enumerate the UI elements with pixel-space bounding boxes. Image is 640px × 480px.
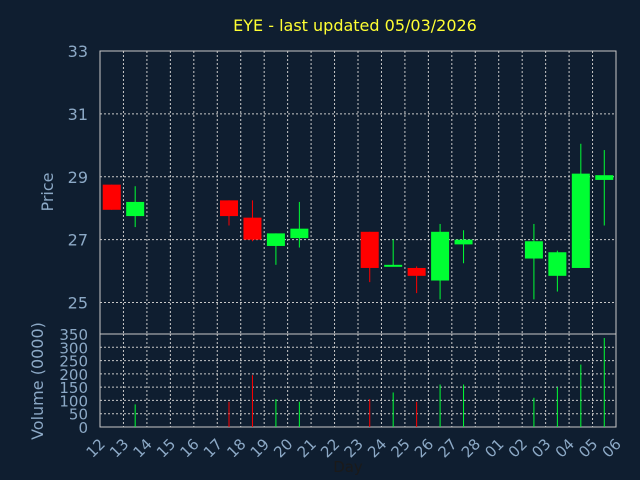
volume-tick-label: 150 [59, 379, 88, 397]
volume-axis-label: Volume (0000) [28, 322, 47, 440]
candle-body [384, 264, 403, 267]
candle-body [595, 175, 614, 180]
candle-body [431, 231, 450, 281]
x-tick-label: 16 [176, 435, 202, 461]
x-tick-label: 04 [552, 435, 578, 461]
candles [102, 143, 614, 300]
candle-body [548, 252, 567, 276]
price-tick-label: 29 [68, 168, 88, 187]
x-tick-label: 21 [294, 435, 320, 461]
candle-body [220, 200, 238, 217]
volume-tick-label: 0 [78, 419, 88, 437]
price-axis-label: Price [38, 172, 57, 211]
x-tick-label: 20 [270, 435, 296, 461]
x-tick-label: 25 [388, 435, 414, 461]
candle-body [102, 184, 121, 210]
candle-body [524, 241, 543, 259]
x-tick-label: 17 [200, 435, 226, 461]
volume-tick-label: 200 [59, 366, 88, 384]
x-tick-label: 28 [458, 435, 484, 461]
x-tick-label: 14 [130, 435, 156, 461]
price-tick-label: 25 [68, 294, 88, 313]
candle-body [360, 231, 379, 268]
candle-body [266, 233, 285, 246]
volume-bars [134, 337, 605, 427]
volume-tick-label: 350 [59, 326, 88, 344]
x-tick-label: 06 [599, 435, 625, 461]
x-tick-label: 27 [434, 435, 460, 461]
price-tick-label: 27 [68, 231, 88, 250]
volume-tick-label: 250 [59, 353, 88, 371]
candle-body [454, 239, 473, 245]
x-tick-label: 03 [528, 435, 554, 461]
volume-tick-label: 300 [59, 339, 88, 357]
volume-tick-label: 100 [59, 392, 88, 410]
x-axis-label: Day [333, 458, 363, 476]
x-tick-label: 26 [411, 435, 437, 461]
volume-tick-label: 50 [69, 406, 88, 424]
x-tick-label: 13 [106, 435, 132, 461]
x-tick-label: 15 [153, 435, 179, 461]
price-axis-ticks: 25 27 29 31 33 [68, 42, 88, 313]
price-tick-label: 31 [68, 105, 88, 124]
candle-body [290, 228, 309, 239]
x-tick-label: 02 [505, 435, 531, 461]
x-tick-label: 24 [364, 435, 390, 461]
x-tick-label: 01 [481, 435, 507, 461]
candle-body [243, 217, 262, 240]
x-tick-label: 18 [223, 435, 249, 461]
x-tick-label: 05 [575, 435, 601, 461]
candle-body [407, 267, 426, 276]
price-tick-label: 33 [68, 42, 88, 61]
chart-title: EYE - last updated 05/03/2026 [233, 16, 477, 35]
candle-body [126, 201, 145, 217]
grid-lines [100, 51, 616, 427]
x-tick-label: 12 [83, 435, 109, 461]
x-tick-label: 19 [247, 435, 273, 461]
candle-body [571, 173, 590, 268]
